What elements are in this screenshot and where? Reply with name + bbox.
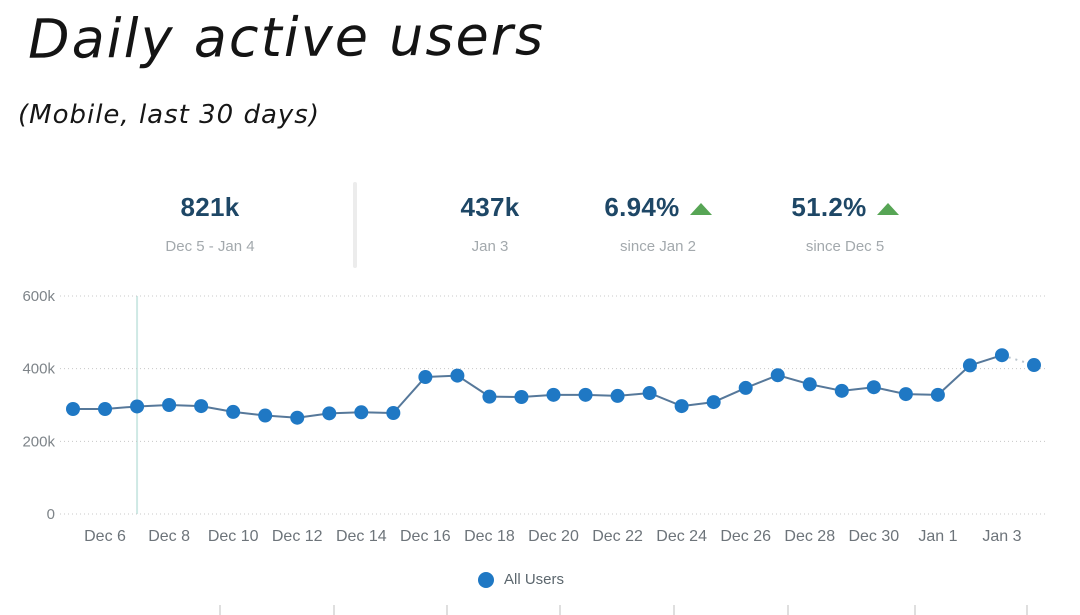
stat-change-daily-value: 6.94% <box>568 192 748 223</box>
bottom-partial-tick <box>1026 605 1028 615</box>
data-point-dec-5[interactable] <box>66 401 80 416</box>
data-point-dec-6[interactable] <box>98 401 113 416</box>
data-point-dec-13[interactable] <box>322 406 337 421</box>
y-axis-tick-label: 200k <box>22 433 55 450</box>
y-axis-tick-label: 400k <box>22 361 55 378</box>
x-axis-tick-label: Dec 16 <box>400 528 451 545</box>
x-axis-tick-label: Dec 12 <box>272 528 323 545</box>
x-axis-tick-label: Dec 26 <box>720 528 771 545</box>
bottom-partial-tick <box>559 605 561 615</box>
data-point-dec-14[interactable] <box>354 405 369 420</box>
data-point-dec-11[interactable] <box>258 408 273 423</box>
legend-label: All Users <box>504 571 565 588</box>
series-segment <box>392 376 427 414</box>
x-axis-tick-label: Jan 1 <box>918 528 957 545</box>
data-point-dec-28[interactable] <box>802 377 817 392</box>
legend-item-all-users[interactable]: All Users <box>478 571 564 588</box>
stat-change-daily-number: 6.94% <box>604 192 680 222</box>
data-point-dec-7[interactable] <box>130 399 145 414</box>
data-point-dec-19[interactable] <box>514 390 529 405</box>
bottom-partial-tick <box>914 605 916 615</box>
stat-change-daily-label: since Jan 2 <box>620 238 696 255</box>
data-point-dec-18[interactable] <box>482 389 497 404</box>
x-axis-tick-label: Dec 18 <box>464 528 515 545</box>
x-axis-tick-label: Dec 22 <box>592 528 643 545</box>
stat-change-period-label: since Dec 5 <box>805 238 885 255</box>
stat-period-total-value: 821k <box>180 192 240 222</box>
data-point-dec-24[interactable] <box>674 399 689 414</box>
y-axis-tick-label: 600k <box>22 288 55 305</box>
data-point-dec-17[interactable] <box>450 368 465 383</box>
data-point-dec-30[interactable] <box>866 380 881 395</box>
data-point-dec-23[interactable] <box>642 386 657 401</box>
data-point-dec-25[interactable] <box>706 395 721 410</box>
data-point-dec-26[interactable] <box>738 380 753 395</box>
data-point-dec-9[interactable] <box>194 399 209 414</box>
data-point-dec-29[interactable] <box>834 383 849 398</box>
data-point-jan-4[interactable] <box>1027 358 1041 373</box>
legend-dot-icon <box>478 571 494 588</box>
data-point-dec-16[interactable] <box>418 370 433 385</box>
x-axis-tick-label: Dec 10 <box>208 528 259 545</box>
stat-latest-day-value: 437k <box>460 192 520 222</box>
stat-change-period-number: 51.2% <box>791 192 867 222</box>
data-point-dec-21[interactable] <box>578 387 593 402</box>
stat-change-period-value: 51.2% <box>755 192 935 223</box>
x-axis-tick-label: Dec 28 <box>784 528 835 545</box>
data-point-jan-3[interactable] <box>994 348 1009 363</box>
stats-divider <box>353 182 357 268</box>
data-point-dec-27[interactable] <box>770 368 785 383</box>
x-axis-tick-label: Dec 20 <box>528 528 579 545</box>
data-point-jan-2[interactable] <box>962 358 977 373</box>
bottom-partial-tick <box>673 605 675 615</box>
x-axis-tick-label: Dec 30 <box>848 528 899 545</box>
stat-period-total: 821k Dec 5 - Jan 4 <box>120 192 300 255</box>
page-subtitle: (Mobile, last 30 days) <box>18 100 320 130</box>
data-point-dec-20[interactable] <box>546 387 561 402</box>
stat-change-daily: 6.94% since Jan 2 <box>568 192 748 255</box>
x-axis-tick-label: Dec 6 <box>84 528 126 545</box>
data-point-dec-22[interactable] <box>610 388 625 403</box>
bottom-partial-tick <box>787 605 789 615</box>
stat-latest-day: 437k Jan 3 <box>400 192 580 255</box>
data-point-dec-8[interactable] <box>162 398 177 412</box>
stat-latest-day-label: Jan 3 <box>471 238 509 255</box>
data-point-dec-31[interactable] <box>898 387 913 402</box>
bottom-partial-tick <box>446 605 448 615</box>
data-point-jan-1[interactable] <box>930 387 945 402</box>
x-axis-tick-label: Dec 14 <box>336 528 387 545</box>
trend-up-icon <box>689 203 712 215</box>
data-point-dec-12[interactable] <box>290 410 305 425</box>
x-axis-tick-label: Dec 24 <box>656 528 707 545</box>
y-axis-tick-label: 0 <box>47 506 55 523</box>
bottom-partial-tick <box>219 605 221 615</box>
x-axis-tick-label: Dec 8 <box>148 528 190 545</box>
bottom-partial-tick <box>333 605 335 615</box>
stat-period-total-label: Dec 5 - Jan 4 <box>165 238 255 255</box>
trend-up-icon <box>876 203 899 215</box>
page-title: Daily active users <box>27 4 546 71</box>
data-point-dec-15[interactable] <box>386 405 401 420</box>
x-axis-tick-label: Jan 3 <box>982 528 1021 545</box>
stat-change-period: 51.2% since Dec 5 <box>755 192 935 255</box>
data-point-dec-10[interactable] <box>226 404 241 419</box>
